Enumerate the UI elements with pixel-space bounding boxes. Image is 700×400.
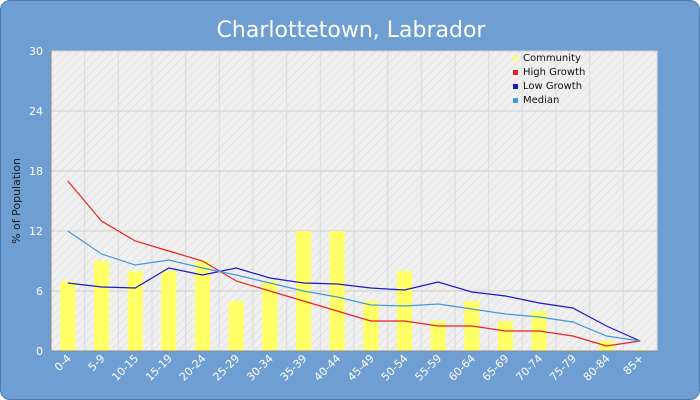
legend: Community High Growth Low Growth Median: [513, 53, 585, 106]
line-median: [67, 230, 641, 342]
y-tick-label: 0: [36, 345, 43, 358]
x-tick-label: 25-29: [210, 352, 242, 384]
x-tick-label: 80-84: [581, 352, 613, 384]
x-tick-label: 0-4: [52, 352, 74, 374]
plot-area: 0 6 12 18 24 30 0-4 5-9 10-15 15-19 20-24 25-29 30-3…: [29, 45, 658, 384]
bar-community-40-44: [329, 231, 345, 351]
legend-swatch-community: [513, 56, 518, 61]
x-tick-label: 10-15: [109, 352, 141, 384]
legend-swatch-median: [513, 98, 518, 103]
legend-label-low-growth: Low Growth: [523, 81, 582, 92]
legend-swatch-low-growth: [513, 84, 518, 89]
y-axis-label: % of Population: [10, 158, 23, 244]
x-tick-label: 65-69: [480, 352, 512, 384]
x-tick-label: 15-19: [143, 352, 175, 384]
legend-label-community: Community: [523, 53, 581, 64]
bar-community-10-15: [127, 271, 143, 351]
chart-title: Charlottetown, Labrador: [217, 18, 487, 43]
bar-community-30-34: [262, 281, 278, 351]
x-tick-label: 55-59: [412, 352, 444, 384]
x-tick-label: 40-44: [311, 352, 343, 384]
bar-community-65-69: [497, 321, 514, 351]
line-low-growth: [67, 267, 641, 342]
x-tick-label: 60-64: [446, 352, 478, 384]
x-tick-label: 70-74: [513, 352, 545, 384]
bar-community-55-59: [430, 321, 446, 351]
bar-community-25-29: [228, 301, 244, 351]
x-tick-label: 50-54: [379, 352, 411, 384]
bar-community-5-9: [93, 261, 110, 351]
x-tick-label: 20-24: [177, 352, 209, 384]
bar-community-50-54: [396, 271, 413, 351]
y-tick-label: 30: [29, 45, 43, 58]
bar-community-20-24: [194, 261, 211, 351]
x-tick-label: 85+: [621, 352, 647, 378]
legend-swatch-high-growth: [513, 70, 518, 75]
y-tick-label: 24: [29, 105, 43, 118]
bar-community-45-49: [363, 301, 379, 351]
legend-label-high-growth: High Growth: [523, 67, 585, 78]
y-tick-label: 12: [29, 225, 43, 238]
x-tick-label: 35-39: [278, 352, 310, 384]
y-tick-label: 6: [36, 285, 43, 298]
bar-community-15-19: [161, 271, 177, 351]
x-tick-label: 75-79: [547, 352, 579, 384]
x-tick-label: 30-34: [244, 352, 276, 384]
bar-community-0-4: [60, 281, 76, 351]
x-tick-label: 5-9: [86, 352, 108, 374]
x-tick-label: 45-49: [345, 352, 377, 384]
legend-label-median: Median: [523, 95, 559, 106]
line-high-growth: [67, 180, 641, 347]
y-tick-label: 18: [29, 165, 43, 178]
